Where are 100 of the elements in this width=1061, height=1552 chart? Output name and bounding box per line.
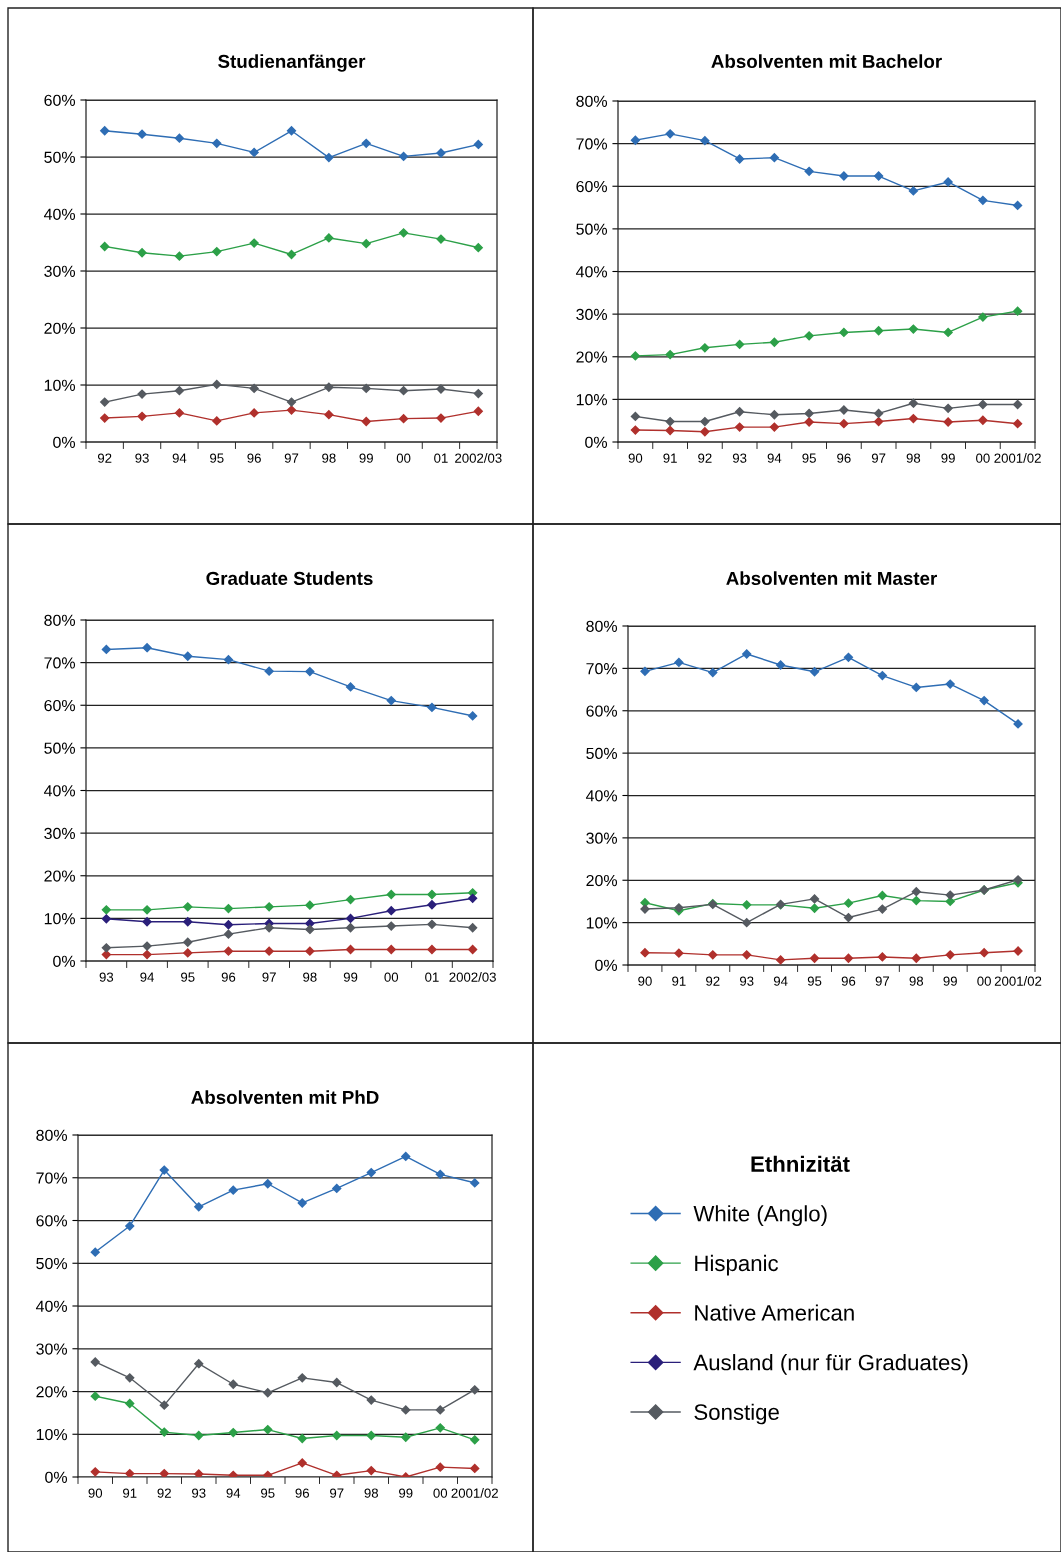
x-tick-label: 98 [364, 1488, 379, 1498]
y-tick-label: 10% [36, 1428, 68, 1441]
point [809, 667, 820, 677]
point [908, 324, 918, 334]
point [174, 251, 185, 261]
y-tick-label: 50% [36, 1257, 68, 1270]
y-tick-label: 80% [576, 95, 608, 107]
point [332, 1183, 342, 1194]
point [427, 900, 437, 910]
y-tick-label: 20% [576, 351, 608, 363]
chart-title: Absolventen mit PhD [191, 1090, 379, 1105]
point [332, 1377, 342, 1388]
point [809, 894, 820, 904]
point [435, 1405, 445, 1415]
x-tick-label: 96 [837, 453, 851, 463]
y-tick-label: 10% [576, 394, 608, 406]
point [468, 923, 478, 933]
point [468, 944, 478, 955]
point [435, 1462, 445, 1472]
point [1013, 200, 1023, 211]
y-tick-label: 30% [36, 1343, 68, 1355]
point [386, 921, 396, 931]
point [943, 327, 953, 338]
point [978, 415, 988, 425]
point [264, 902, 274, 912]
point [843, 953, 854, 963]
point [324, 152, 334, 163]
x-tick-label: 90 [628, 453, 643, 463]
y-tick-label: 50% [576, 223, 608, 235]
point [630, 411, 640, 422]
point [361, 383, 371, 394]
point [809, 903, 820, 913]
point [361, 416, 371, 427]
x-tick-label: 95 [181, 972, 195, 982]
point [305, 900, 315, 910]
y-tick-label: 0% [53, 436, 76, 448]
point [742, 900, 752, 910]
point [436, 413, 446, 423]
x-tick-label: 92 [706, 976, 720, 986]
point [470, 1385, 480, 1395]
x-tick-label: 2002/03 [449, 972, 496, 982]
x-tick-label: 00 [396, 453, 411, 463]
point [804, 408, 814, 419]
point [839, 405, 849, 415]
point [470, 1463, 480, 1474]
y-tick-label: 50% [44, 742, 76, 754]
point [665, 349, 675, 360]
point [345, 682, 356, 692]
x-tick-label: 90 [638, 976, 652, 986]
point [398, 151, 409, 162]
point [223, 929, 234, 939]
point [1013, 419, 1023, 429]
y-tick-label: 80% [44, 614, 76, 626]
x-tick-label: 00 [976, 453, 990, 463]
point [804, 331, 814, 341]
y-tick-label: 80% [586, 620, 618, 632]
point [212, 416, 222, 426]
y-tick-label: 0% [45, 1471, 68, 1483]
point [708, 667, 718, 678]
point [101, 644, 111, 655]
point [978, 195, 988, 205]
x-tick-label: 91 [672, 976, 686, 986]
point [665, 129, 675, 139]
x-tick-label: 00 [433, 1488, 448, 1498]
point [194, 1359, 204, 1369]
point [137, 248, 147, 258]
point [264, 923, 274, 933]
y-tick-label: 40% [585, 790, 618, 802]
x-tick-label: 97 [875, 976, 890, 986]
point [90, 1391, 100, 1401]
point [100, 413, 110, 423]
x-tick-label: 97 [871, 453, 886, 463]
y-tick-label: 70% [44, 657, 76, 669]
point [943, 403, 953, 413]
x-tick-label: 00 [384, 972, 399, 982]
point [945, 679, 955, 689]
point [640, 948, 650, 958]
x-tick-label: 95 [807, 976, 822, 986]
point [945, 950, 955, 960]
chart-title: Studienanfänger [218, 54, 366, 72]
point [264, 666, 274, 676]
point [223, 946, 234, 956]
x-tick-label: 93 [99, 972, 114, 982]
point [473, 388, 483, 399]
x-tick-label: 94 [140, 972, 154, 982]
x-tick-label: 98 [303, 972, 317, 982]
point [183, 917, 193, 927]
point [630, 135, 640, 145]
x-tick-label: 2001/02 [994, 976, 1042, 986]
point [398, 386, 409, 396]
point [769, 410, 779, 420]
point [305, 946, 315, 956]
x-tick-label: 95 [802, 453, 816, 463]
point [769, 153, 779, 163]
x-tick-label: 2001/02 [451, 1488, 498, 1498]
point [194, 1202, 204, 1212]
y-tick-label: 30% [586, 832, 618, 844]
point [674, 657, 684, 668]
point [361, 138, 371, 148]
chart-title: Absolventen mit Master [726, 571, 937, 586]
